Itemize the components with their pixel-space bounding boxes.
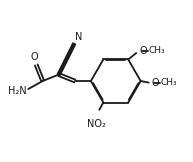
Text: NO₂: NO₂ bbox=[87, 119, 106, 129]
Text: CH₃: CH₃ bbox=[149, 46, 165, 55]
Text: O: O bbox=[151, 78, 159, 88]
Text: O: O bbox=[31, 52, 38, 62]
Text: O: O bbox=[140, 46, 147, 56]
Text: CH₃: CH₃ bbox=[160, 78, 177, 87]
Text: N: N bbox=[75, 32, 82, 42]
Text: H₂N: H₂N bbox=[8, 86, 27, 96]
